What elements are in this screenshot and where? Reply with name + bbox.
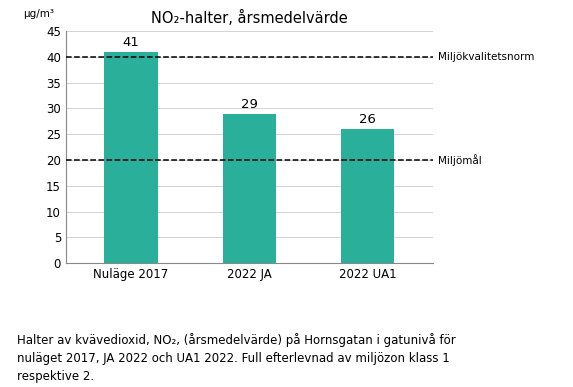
- Text: Halter av kvävedioxid, NO₂, (årsmedelvärde) på Hornsgatan i gatunivå för
nuläget: Halter av kvävedioxid, NO₂, (årsmedelvär…: [17, 333, 456, 383]
- Bar: [223, 113, 276, 263]
- Bar: [341, 129, 394, 263]
- Text: Miljömål: Miljömål: [438, 154, 482, 166]
- Text: 26: 26: [359, 113, 376, 127]
- Text: 41: 41: [123, 36, 139, 49]
- Bar: [104, 51, 158, 263]
- Text: μg/m³: μg/m³: [23, 9, 54, 19]
- Text: 29: 29: [241, 98, 258, 111]
- Text: Miljökvalitetsnorm: Miljökvalitetsnorm: [438, 52, 535, 62]
- Title: NO₂-halter, årsmedelvärde: NO₂-halter, årsmedelvärde: [151, 10, 348, 26]
